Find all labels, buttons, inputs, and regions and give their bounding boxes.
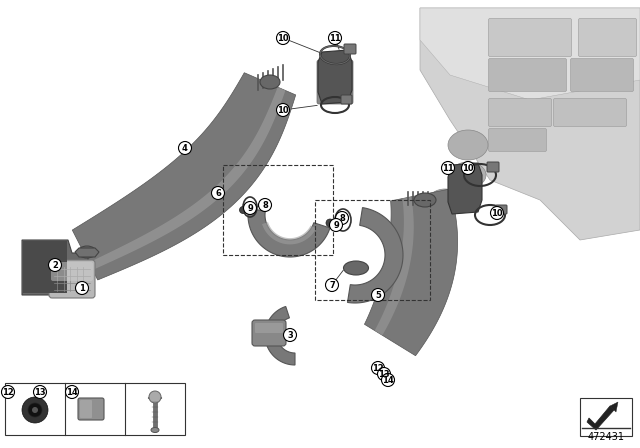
Text: 2: 2 xyxy=(52,260,58,270)
Text: 8: 8 xyxy=(339,214,345,223)
Circle shape xyxy=(284,328,296,341)
Circle shape xyxy=(259,198,271,211)
FancyBboxPatch shape xyxy=(488,129,547,151)
FancyBboxPatch shape xyxy=(317,60,353,104)
FancyBboxPatch shape xyxy=(5,383,185,435)
Polygon shape xyxy=(318,50,352,104)
Circle shape xyxy=(32,407,38,413)
Text: 472431: 472431 xyxy=(588,432,625,442)
Polygon shape xyxy=(610,402,618,412)
FancyBboxPatch shape xyxy=(488,99,552,126)
Polygon shape xyxy=(248,208,330,257)
Ellipse shape xyxy=(260,75,280,89)
Circle shape xyxy=(371,362,385,375)
Polygon shape xyxy=(262,222,316,245)
Circle shape xyxy=(28,403,42,417)
Polygon shape xyxy=(348,207,403,303)
FancyBboxPatch shape xyxy=(255,323,283,333)
Circle shape xyxy=(442,161,454,175)
Circle shape xyxy=(381,374,394,387)
Circle shape xyxy=(211,186,225,199)
FancyBboxPatch shape xyxy=(488,59,566,91)
Text: 9: 9 xyxy=(247,203,253,212)
Circle shape xyxy=(243,202,257,215)
Ellipse shape xyxy=(448,130,488,160)
Text: 5: 5 xyxy=(375,290,381,300)
Polygon shape xyxy=(364,189,458,356)
Text: 13: 13 xyxy=(378,370,390,379)
Circle shape xyxy=(49,258,61,271)
FancyBboxPatch shape xyxy=(80,400,92,418)
Text: 10: 10 xyxy=(277,105,289,115)
Text: 7: 7 xyxy=(329,280,335,289)
FancyBboxPatch shape xyxy=(496,205,507,214)
Text: 4: 4 xyxy=(182,143,188,152)
Circle shape xyxy=(330,219,342,232)
Circle shape xyxy=(179,142,191,155)
Text: 10: 10 xyxy=(462,164,474,172)
FancyBboxPatch shape xyxy=(554,99,627,126)
Circle shape xyxy=(326,219,334,227)
FancyBboxPatch shape xyxy=(49,260,95,298)
FancyBboxPatch shape xyxy=(341,95,352,104)
Text: 1: 1 xyxy=(79,284,85,293)
Polygon shape xyxy=(420,8,640,100)
Circle shape xyxy=(76,281,88,294)
Text: 10: 10 xyxy=(491,208,503,217)
Circle shape xyxy=(371,289,385,302)
Circle shape xyxy=(276,103,289,116)
Polygon shape xyxy=(374,197,413,335)
Ellipse shape xyxy=(450,162,486,188)
Circle shape xyxy=(326,279,339,292)
Polygon shape xyxy=(89,87,285,270)
Circle shape xyxy=(378,367,390,380)
Ellipse shape xyxy=(414,193,436,207)
Circle shape xyxy=(335,211,349,224)
Circle shape xyxy=(149,391,161,403)
Polygon shape xyxy=(420,8,640,240)
Polygon shape xyxy=(75,248,99,257)
Text: 14: 14 xyxy=(382,375,394,384)
Circle shape xyxy=(239,207,246,214)
Polygon shape xyxy=(22,240,88,295)
FancyBboxPatch shape xyxy=(78,398,104,420)
Text: 9: 9 xyxy=(333,220,339,229)
FancyBboxPatch shape xyxy=(51,262,93,281)
Ellipse shape xyxy=(429,189,461,211)
Text: 10: 10 xyxy=(277,34,289,43)
Circle shape xyxy=(490,207,504,220)
Polygon shape xyxy=(587,406,614,430)
Ellipse shape xyxy=(344,261,369,275)
Text: 12: 12 xyxy=(2,388,14,396)
FancyBboxPatch shape xyxy=(23,241,67,293)
FancyBboxPatch shape xyxy=(570,59,634,91)
Text: 11: 11 xyxy=(329,34,341,43)
Polygon shape xyxy=(448,163,482,214)
Ellipse shape xyxy=(151,427,159,432)
Circle shape xyxy=(328,31,342,44)
Text: 3: 3 xyxy=(287,331,293,340)
Text: 11: 11 xyxy=(442,164,454,172)
Circle shape xyxy=(65,385,79,399)
Circle shape xyxy=(33,385,47,399)
Ellipse shape xyxy=(78,246,96,258)
FancyBboxPatch shape xyxy=(488,18,572,56)
Text: 6: 6 xyxy=(215,189,221,198)
Circle shape xyxy=(22,397,48,423)
Polygon shape xyxy=(265,306,295,365)
FancyBboxPatch shape xyxy=(579,18,637,56)
Text: 12: 12 xyxy=(372,363,384,372)
FancyBboxPatch shape xyxy=(580,398,632,436)
FancyBboxPatch shape xyxy=(252,320,286,346)
FancyBboxPatch shape xyxy=(487,162,499,172)
Text: 13: 13 xyxy=(34,388,46,396)
Circle shape xyxy=(276,31,289,44)
Polygon shape xyxy=(72,73,296,280)
Circle shape xyxy=(461,161,474,175)
Text: 8: 8 xyxy=(262,201,268,210)
Text: 14: 14 xyxy=(66,388,78,396)
FancyBboxPatch shape xyxy=(344,44,356,54)
Circle shape xyxy=(1,385,15,399)
